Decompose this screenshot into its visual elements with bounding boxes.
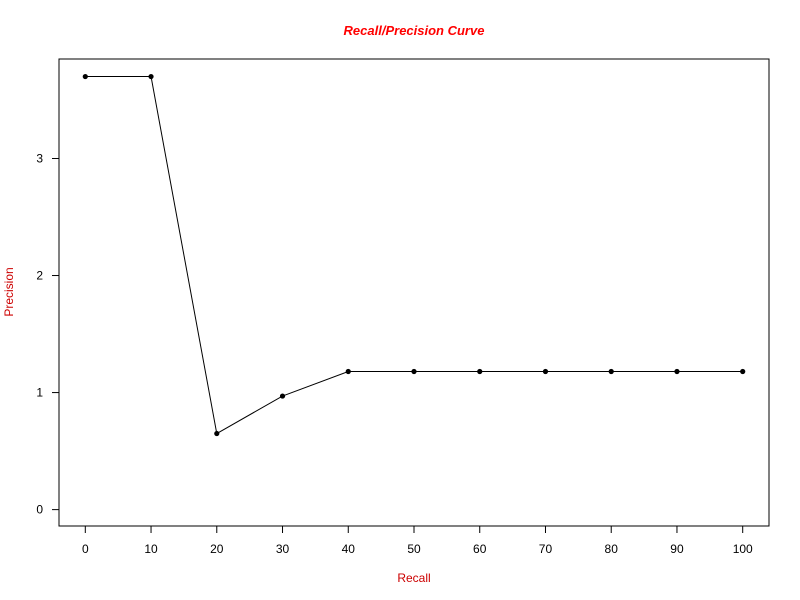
x-tick-label: 50 xyxy=(407,542,421,556)
plot-frame xyxy=(58,58,770,527)
data-point xyxy=(477,368,483,375)
data-point xyxy=(82,73,88,80)
x-axis: 0 10 20 30 40 50 60 70 80 90 100 xyxy=(82,525,753,556)
x-tick-label: 30 xyxy=(276,542,290,556)
data-point xyxy=(608,368,614,375)
y-tick-label: 1 xyxy=(36,386,43,400)
data-point xyxy=(542,368,549,375)
series-line xyxy=(85,76,743,435)
data-point xyxy=(740,368,746,375)
y-tick-label: 3 xyxy=(36,151,43,165)
data-point xyxy=(214,430,220,437)
y-axis-label: Precision xyxy=(2,267,16,316)
x-axis-label: Recall xyxy=(397,571,430,585)
x-tick-label: 70 xyxy=(539,542,553,556)
x-tick-label: 90 xyxy=(670,542,684,556)
chart-title: Recall/Precision Curve xyxy=(344,23,485,38)
x-tick-label: 60 xyxy=(473,542,487,556)
x-tick-label: 40 xyxy=(342,542,356,556)
y-tick-label: 0 xyxy=(36,503,43,517)
data-point xyxy=(345,368,351,375)
x-tick-label: 0 xyxy=(82,542,89,556)
x-tick-label: 80 xyxy=(605,542,619,556)
data-point xyxy=(674,368,680,375)
x-tick-label: 20 xyxy=(210,542,224,556)
x-tick-label: 10 xyxy=(144,542,158,556)
y-axis: 0 1 2 3 xyxy=(36,151,60,517)
data-point xyxy=(279,393,286,399)
data-point xyxy=(148,73,154,80)
x-tick-label: 100 xyxy=(733,542,753,556)
y-tick-label: 2 xyxy=(36,269,43,283)
data-point xyxy=(411,368,417,375)
data-points xyxy=(82,73,746,437)
